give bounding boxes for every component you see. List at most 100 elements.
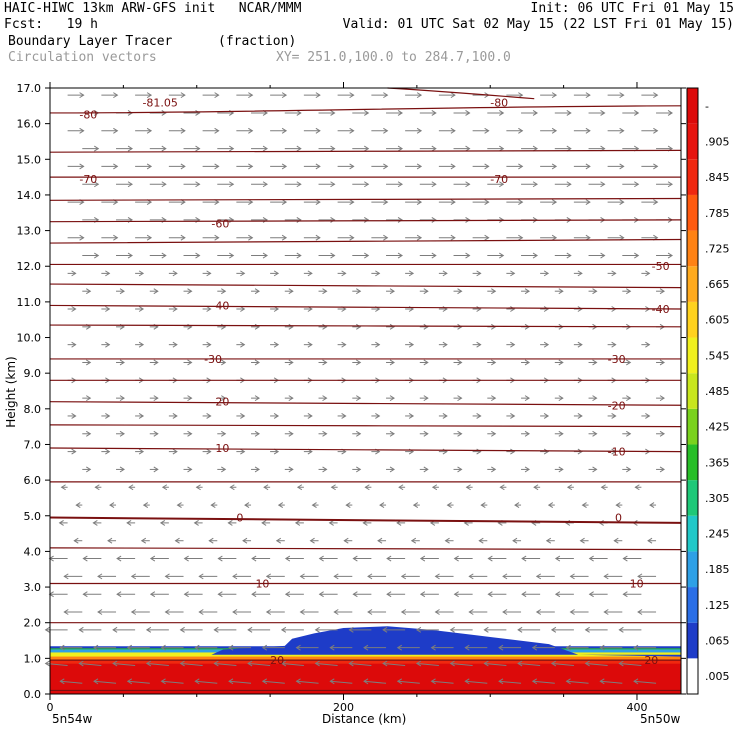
vector-head <box>187 359 193 366</box>
vector-head <box>193 519 199 526</box>
vector-arrow <box>79 662 102 666</box>
vector-head <box>172 306 178 312</box>
vector-head <box>397 181 403 188</box>
vector-head <box>603 609 609 615</box>
vector-head <box>164 573 170 580</box>
vector-head <box>75 502 81 508</box>
vector-arrow <box>127 680 150 684</box>
vector-head <box>498 678 504 685</box>
header-line1-right: Init: 06 UTC Fri 01 May 15 <box>530 1 735 16</box>
vector-head <box>566 110 572 116</box>
vector-head <box>618 660 624 667</box>
header-line2-right: Valid: 01 UTC Sat 02 May 15 (22 LST Fri … <box>342 17 734 32</box>
vector-head <box>265 609 272 615</box>
vector-head <box>79 127 85 134</box>
vector-head <box>262 252 268 259</box>
colorbar-label: .125 <box>705 599 730 612</box>
vector-head <box>105 270 111 277</box>
vector-head <box>322 430 328 437</box>
vector-head <box>389 466 395 473</box>
vector-head <box>180 127 186 134</box>
vector-head <box>659 395 665 402</box>
vector-head <box>558 288 564 295</box>
vector-head <box>412 502 419 508</box>
vector-head <box>465 484 471 491</box>
vector-head <box>281 234 288 241</box>
vector-head <box>213 626 219 633</box>
vector-head <box>543 270 550 277</box>
vector-head <box>363 644 369 651</box>
colorbar-label: .185 <box>705 563 730 576</box>
vector-head <box>476 341 482 348</box>
vector-head <box>161 181 167 188</box>
vector-head <box>431 252 437 259</box>
vector-head <box>119 288 125 295</box>
vector-head <box>415 660 422 667</box>
contour-line <box>49 304 682 310</box>
contour-line <box>49 401 682 406</box>
vector-head <box>138 448 145 455</box>
vector-head <box>613 537 619 544</box>
vector-head <box>208 537 214 544</box>
vector-head <box>626 430 632 437</box>
vector-head <box>349 92 355 99</box>
colorbar-swatch <box>687 88 698 124</box>
vector-head <box>119 466 125 473</box>
vector-head <box>242 537 248 544</box>
vector-head <box>330 216 336 223</box>
vector-head <box>146 127 153 134</box>
vector-head <box>119 430 125 437</box>
vector-head <box>229 181 235 188</box>
vector-head <box>86 430 92 437</box>
vector-head <box>206 341 212 348</box>
vector-arrow <box>349 662 372 666</box>
colorbar-label: .245 <box>705 528 730 541</box>
vector-head <box>261 644 268 651</box>
vector-head <box>247 626 253 633</box>
vector-head <box>442 270 448 277</box>
vector-head <box>262 181 268 188</box>
contour-line <box>49 547 682 551</box>
vector-head <box>261 678 268 685</box>
vector-head <box>430 644 436 651</box>
contour-line <box>49 197 682 201</box>
vector-head <box>484 199 490 205</box>
y-tick-label: 5.0 <box>24 510 42 523</box>
vector-head <box>78 660 84 667</box>
vector-head <box>611 341 617 348</box>
vector-head <box>296 110 302 116</box>
vector-head <box>375 413 381 419</box>
vector-head <box>206 413 212 419</box>
vector-head <box>551 163 558 170</box>
vector-head <box>367 573 373 580</box>
vector-head <box>565 678 571 685</box>
vector-head <box>476 413 482 419</box>
vector-head <box>71 341 77 348</box>
vector-head <box>423 430 429 437</box>
colorbar-label: .845 <box>705 171 730 184</box>
vector-arrow <box>499 680 522 684</box>
tracer-band <box>50 663 681 694</box>
vector-head <box>195 181 201 188</box>
vector-head <box>341 341 347 348</box>
vector-head <box>532 252 538 259</box>
vector-head <box>588 555 594 562</box>
vector-head <box>240 306 246 312</box>
vector-arrow <box>315 662 338 666</box>
vector-head <box>105 306 111 312</box>
vector-head <box>79 234 85 241</box>
vector-head <box>465 145 471 152</box>
vector-head <box>480 502 486 508</box>
vector-head <box>566 252 572 259</box>
colorbar-label: .365 <box>705 456 730 469</box>
vector-head <box>667 181 673 188</box>
vector-head <box>78 626 84 633</box>
vector-head <box>149 555 156 562</box>
vector-head <box>558 466 564 473</box>
vector-head <box>577 413 583 419</box>
vector-head <box>107 537 113 544</box>
vector-head <box>364 110 370 116</box>
vector-head <box>295 678 301 685</box>
vector-head <box>483 626 489 633</box>
vector-head <box>345 502 351 508</box>
